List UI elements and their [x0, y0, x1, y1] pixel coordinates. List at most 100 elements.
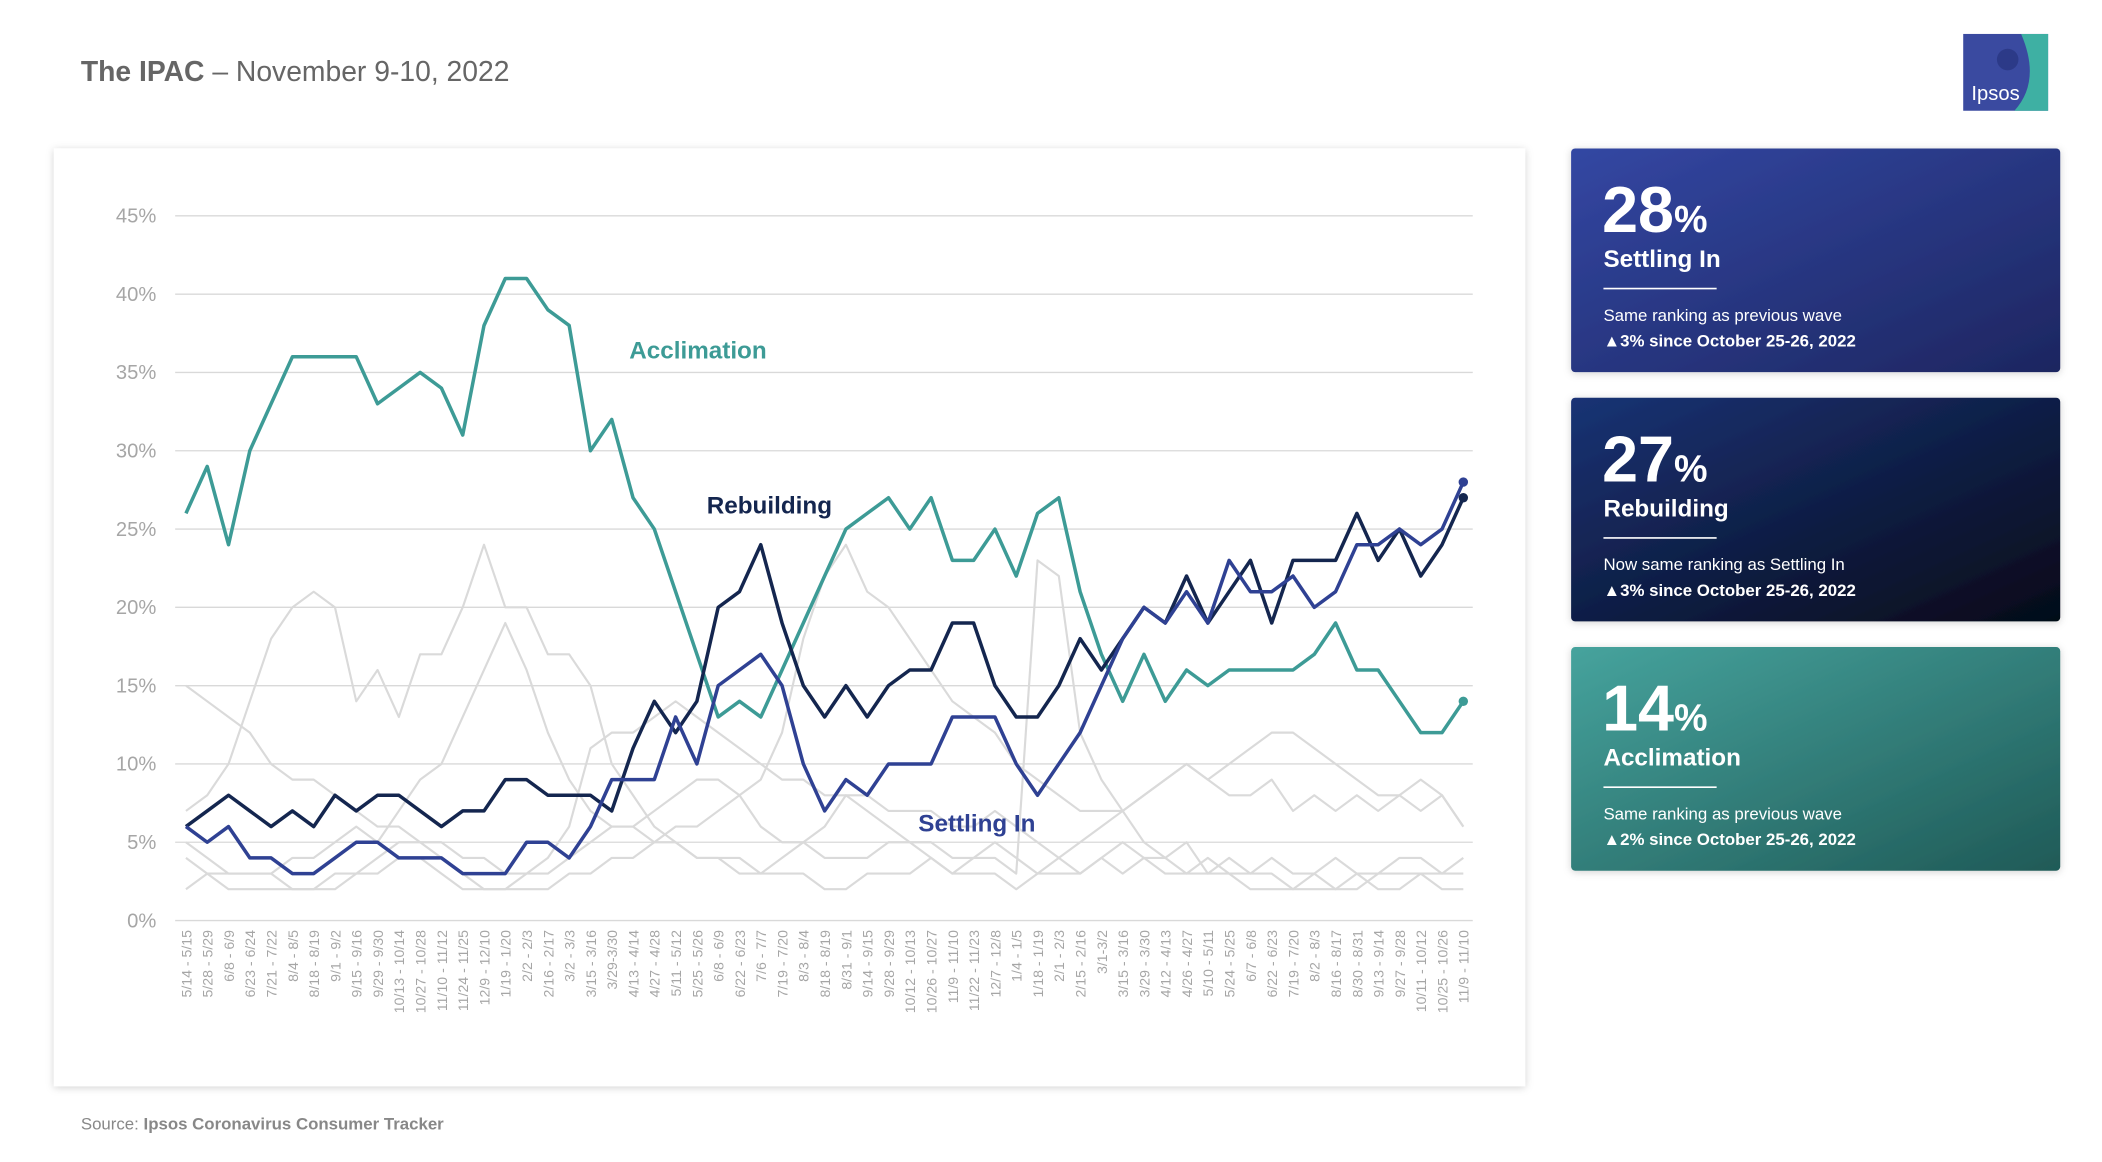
card-figure: 14% — [1602, 672, 1707, 745]
x-tick-label: 4/27 - 4/28 — [647, 930, 663, 998]
x-tick-label: 3/1-3/2 — [1094, 930, 1110, 974]
plot: 0% 5% 10% 15% 20% 25% 30% 35% 40% 45% 5/14 - 5/15 5… — [116, 206, 1473, 1013]
x-tick-label: 4/26 - 4/27 — [1179, 930, 1195, 998]
x-tick-label: 3/29 - 3/30 — [1136, 930, 1152, 998]
card-value: 28 — [1602, 173, 1674, 246]
card-bg — [1571, 148, 2061, 373]
x-tick-label: 9/27 - 9/28 — [1392, 930, 1408, 998]
x-tick-label: 11/9 - 11/10 — [945, 930, 961, 1003]
card-note: Now same ranking as Settling In — [1603, 555, 1844, 574]
x-tick-label: 5/28 - 5/29 — [200, 930, 216, 998]
x-tick-label: 7/6 - 7/7 — [753, 930, 769, 982]
x-tick-label: 2/16 - 2/17 — [540, 930, 556, 998]
card-name: Settling In — [1603, 246, 1720, 273]
x-tick-label: 2/15 - 2/16 — [1072, 930, 1088, 998]
source-prefix: Source: — [81, 1114, 139, 1133]
y-tick-label: 5% — [127, 832, 156, 854]
y-tick-label: 40% — [116, 284, 156, 306]
x-tick-label: 5/11 - 5/12 — [668, 930, 684, 997]
card-change: ▲3% since October 25-26, 2022 — [1603, 332, 1855, 351]
subtitle: – November 9-10, 2022 — [212, 55, 509, 87]
logo: Ipsos — [1963, 33, 2049, 111]
x-tick-label: 5/24 - 5/25 — [1222, 930, 1238, 998]
stat-card: 27%Rebuilding Now same ranking as Settlin… — [1571, 397, 2061, 622]
series-line — [184, 481, 1465, 876]
card-name: Acclimation — [1603, 745, 1740, 772]
x-tick-label: 9/14 - 9/15 — [860, 930, 876, 998]
card-unit: % — [1674, 198, 1708, 240]
background-line — [185, 543, 1465, 875]
x-tick-label: 11/24 - 11/25 — [455, 930, 471, 1011]
x-tick-label: 11/9 - 11/10 — [1456, 930, 1472, 1003]
x-tick-label: 9/29 - 9/30 — [370, 930, 386, 998]
card-bg — [1571, 397, 2061, 622]
card-figure: 27% — [1602, 422, 1707, 495]
series-label: Acclimation — [629, 338, 766, 365]
x-tick-label: 6/8 - 6/9 — [711, 930, 727, 982]
y-tick-label: 45% — [116, 206, 156, 228]
y-tick-label: 35% — [116, 362, 156, 384]
background-line — [185, 559, 1464, 891]
x-tick-label: 2/1 - 2/3 — [1051, 930, 1067, 982]
x-tick-label: 1/4 - 1/5 — [1009, 930, 1025, 982]
x-tick-label: 6/7 - 6/8 — [1243, 930, 1259, 982]
end-dot — [1458, 696, 1469, 707]
title: The IPAC — [81, 55, 205, 87]
x-tick-label: 8/4 - 8/5 — [285, 930, 301, 982]
x-tick-label: 10/12 - 10/13 — [902, 930, 918, 1013]
series-line — [184, 276, 1465, 735]
x-tick-label: 5/14 - 5/15 — [178, 930, 194, 998]
x-tick-label: 10/25 - 10/26 — [1434, 930, 1450, 1013]
x-tick-label: 6/8 - 6/9 — [221, 930, 237, 982]
x-tick-label: 1/18 - 1/19 — [1030, 930, 1046, 998]
card-bg — [1571, 647, 2061, 871]
x-tick-label: 8/31 - 9/1 — [838, 930, 854, 990]
background-line — [185, 700, 1464, 891]
card-value: 27 — [1602, 422, 1674, 495]
x-tick-label: 3/2 - 3/3 — [562, 930, 578, 982]
x-tick-label: 8/30 - 8/31 — [1349, 930, 1365, 998]
page-title: The IPAC – November 9-10, 2022 — [81, 55, 510, 87]
x-tick-label: 1/19 - 1/20 — [498, 930, 514, 998]
logo-head — [1996, 48, 2019, 71]
card-unit: % — [1674, 697, 1708, 739]
x-tick-label: 8/2 - 8/3 — [1307, 930, 1323, 982]
x-tick-label: 6/23 - 6/24 — [242, 930, 258, 998]
x-tick-label: 10/27 - 10/28 — [413, 930, 429, 1013]
card-change: ▲3% since October 25-26, 2022 — [1603, 581, 1855, 600]
x-tick-label: 5/25 - 5/26 — [689, 930, 705, 998]
chart-panel — [53, 148, 1526, 1087]
x-tick-label: 10/13 - 10/14 — [391, 930, 407, 1013]
x-tick-label: 3/15 - 3/16 — [583, 930, 599, 998]
card-value: 14 — [1602, 672, 1674, 745]
x-tick-label: 10/26 - 10/27 — [923, 930, 939, 1013]
x-tick-label: 9/15 - 9/16 — [349, 930, 365, 998]
x-tick-label: 9/28 - 9/29 — [881, 930, 897, 998]
series-label: Rebuilding — [707, 493, 832, 520]
y-tick-label: 15% — [116, 675, 156, 697]
x-tick-label: 8/18 - 8/19 — [306, 930, 322, 998]
series-line — [184, 497, 1465, 829]
x-tick-label: 10/11 - 10/12 — [1413, 930, 1429, 1012]
x-tick-label: 7/19 - 7/20 — [774, 930, 790, 998]
x-tick-label: 3/15 - 3/16 — [1115, 930, 1131, 998]
x-tick-label: 5/10 - 5/11 — [1200, 930, 1216, 997]
x-tick-label: 11/22 - 11/23 — [966, 930, 982, 1011]
y-tick-label: 20% — [116, 597, 156, 619]
end-dot — [1458, 477, 1469, 487]
y-tick-label: 25% — [116, 519, 156, 541]
x-tick-label: 8/16 - 8/17 — [1328, 930, 1344, 998]
card-change: ▲2% since October 25-26, 2022 — [1603, 830, 1855, 849]
x-tick-label: 9/1 - 9/2 — [327, 930, 343, 982]
x-tick-label: 12/9 - 12/10 — [476, 930, 492, 1006]
x-tick-label: 3/29-3/30 — [604, 930, 620, 990]
source: Source: Ipsos Coronavirus Consumer Track… — [81, 1114, 444, 1133]
card-name: Rebuilding — [1603, 495, 1728, 522]
x-tick-label: 6/22 - 6/23 — [732, 930, 748, 998]
end-dot — [1458, 493, 1469, 503]
x-tick-label: 9/13 - 9/14 — [1371, 930, 1387, 998]
